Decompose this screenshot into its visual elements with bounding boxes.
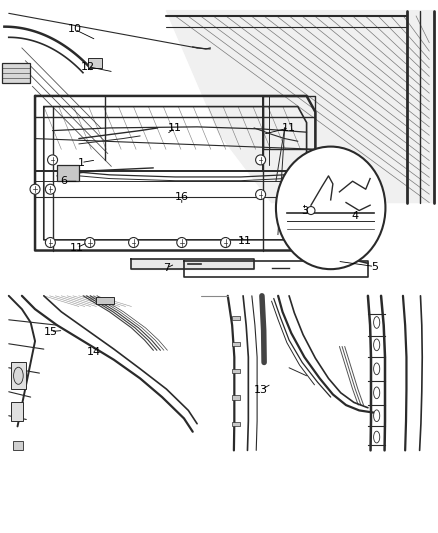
Text: 15: 15 xyxy=(43,327,57,336)
Text: 6: 6 xyxy=(60,176,67,186)
Circle shape xyxy=(307,206,315,215)
Circle shape xyxy=(129,238,138,247)
Bar xyxy=(11,362,26,389)
Text: 11: 11 xyxy=(168,123,182,133)
Text: 13: 13 xyxy=(254,385,268,395)
Text: 16: 16 xyxy=(175,192,189,202)
Circle shape xyxy=(85,238,95,247)
Circle shape xyxy=(221,238,230,247)
Ellipse shape xyxy=(374,363,380,375)
Bar xyxy=(11,402,23,421)
Circle shape xyxy=(48,155,57,165)
Circle shape xyxy=(46,238,55,247)
Ellipse shape xyxy=(374,387,380,399)
Ellipse shape xyxy=(374,339,380,351)
Ellipse shape xyxy=(14,367,23,384)
Ellipse shape xyxy=(374,410,380,422)
Text: 3: 3 xyxy=(301,206,308,215)
Text: 14: 14 xyxy=(87,347,101,357)
Circle shape xyxy=(177,238,187,247)
Bar xyxy=(2,62,30,83)
Polygon shape xyxy=(131,259,254,269)
Text: 11: 11 xyxy=(238,236,252,246)
Text: 10: 10 xyxy=(67,25,81,34)
Text: 11: 11 xyxy=(282,123,296,133)
Text: 7: 7 xyxy=(163,263,170,273)
Text: 1: 1 xyxy=(78,158,85,167)
Bar xyxy=(232,342,240,346)
Ellipse shape xyxy=(374,317,380,328)
Text: 4: 4 xyxy=(351,211,358,221)
Text: 11: 11 xyxy=(70,243,84,253)
Bar xyxy=(232,422,240,426)
Polygon shape xyxy=(166,11,434,203)
Bar xyxy=(232,395,240,400)
Text: 12: 12 xyxy=(81,62,95,71)
Text: 5: 5 xyxy=(371,262,378,271)
Bar xyxy=(13,441,23,450)
Bar xyxy=(88,58,102,68)
Ellipse shape xyxy=(276,147,385,269)
Bar xyxy=(232,316,240,320)
Ellipse shape xyxy=(374,431,380,443)
Circle shape xyxy=(256,155,265,165)
Circle shape xyxy=(256,190,265,199)
Circle shape xyxy=(30,184,40,194)
Circle shape xyxy=(46,184,55,194)
Bar xyxy=(57,165,79,181)
Bar xyxy=(232,369,240,373)
Bar xyxy=(96,297,114,304)
